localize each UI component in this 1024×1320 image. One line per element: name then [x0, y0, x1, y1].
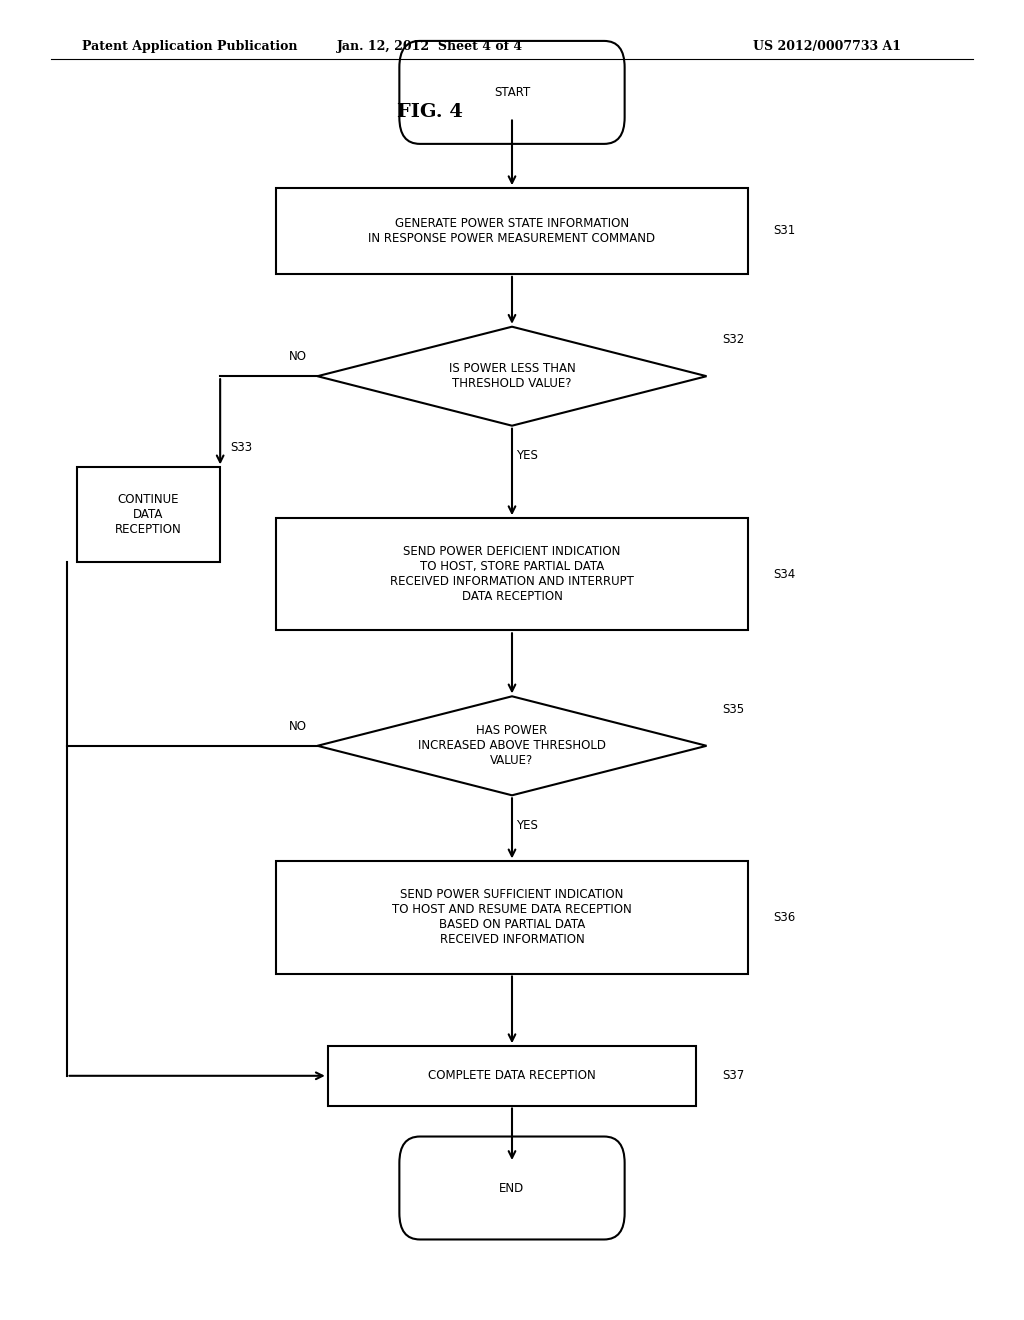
Text: S36: S36 — [773, 911, 796, 924]
Text: S37: S37 — [722, 1069, 744, 1082]
Text: S31: S31 — [773, 224, 796, 238]
FancyBboxPatch shape — [399, 41, 625, 144]
Text: START: START — [494, 86, 530, 99]
Text: NO: NO — [289, 350, 307, 363]
Text: S32: S32 — [722, 334, 744, 346]
FancyBboxPatch shape — [399, 1137, 625, 1239]
Bar — [276, 519, 748, 631]
Text: YES: YES — [516, 818, 539, 832]
Bar — [276, 861, 748, 974]
Text: Patent Application Publication: Patent Application Publication — [82, 40, 297, 53]
Text: SEND POWER SUFFICIENT INDICATION
TO HOST AND RESUME DATA RECEPTION
BASED ON PART: SEND POWER SUFFICIENT INDICATION TO HOST… — [392, 888, 632, 946]
Text: SEND POWER DEFICIENT INDICATION
TO HOST, STORE PARTIAL DATA
RECEIVED INFORMATION: SEND POWER DEFICIENT INDICATION TO HOST,… — [390, 545, 634, 603]
Polygon shape — [317, 327, 707, 425]
Bar — [77, 467, 220, 562]
Text: END: END — [500, 1181, 524, 1195]
Text: FIG. 4: FIG. 4 — [397, 103, 463, 121]
Text: S33: S33 — [230, 441, 253, 454]
Text: S34: S34 — [773, 568, 796, 581]
Text: GENERATE POWER STATE INFORMATION
IN RESPONSE POWER MEASUREMENT COMMAND: GENERATE POWER STATE INFORMATION IN RESP… — [369, 216, 655, 246]
Bar — [328, 1045, 696, 1106]
Text: Jan. 12, 2012  Sheet 4 of 4: Jan. 12, 2012 Sheet 4 of 4 — [337, 40, 523, 53]
Polygon shape — [317, 697, 707, 795]
Text: IS POWER LESS THAN
THRESHOLD VALUE?: IS POWER LESS THAN THRESHOLD VALUE? — [449, 362, 575, 391]
Text: US 2012/0007733 A1: US 2012/0007733 A1 — [753, 40, 901, 53]
Text: COMPLETE DATA RECEPTION: COMPLETE DATA RECEPTION — [428, 1069, 596, 1082]
Text: HAS POWER
INCREASED ABOVE THRESHOLD
VALUE?: HAS POWER INCREASED ABOVE THRESHOLD VALU… — [418, 725, 606, 767]
Bar — [276, 189, 748, 275]
Text: CONTINUE
DATA
RECEPTION: CONTINUE DATA RECEPTION — [115, 494, 182, 536]
Text: NO: NO — [289, 719, 307, 733]
Text: S35: S35 — [722, 704, 744, 715]
Text: YES: YES — [516, 449, 539, 462]
